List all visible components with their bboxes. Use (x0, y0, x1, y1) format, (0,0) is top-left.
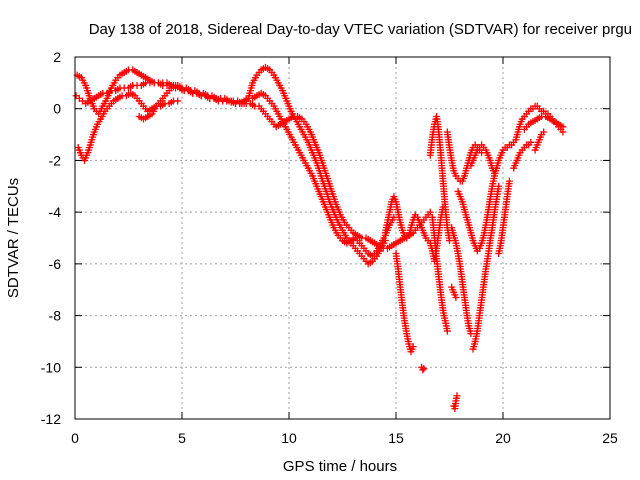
data-point (426, 208, 434, 216)
data-point (453, 392, 461, 400)
data-point (439, 203, 447, 211)
data-point (467, 330, 475, 338)
x-tick-label: 5 (178, 430, 186, 446)
y-axis-label: SDTVAR / TECUs (5, 178, 22, 298)
y-tick-label: -2 (49, 152, 62, 168)
y-tick-label: -10 (41, 359, 61, 375)
data-points (72, 63, 567, 413)
data-point (540, 128, 548, 136)
data-point (505, 177, 513, 185)
y-tick-label: -12 (41, 411, 61, 427)
x-axis-label: GPS time / hours (283, 458, 397, 475)
data-point (420, 365, 428, 373)
data-point (381, 237, 389, 245)
data-point (495, 182, 503, 190)
chart-title: Day 138 of 2018, Sidereal Day-to-day VTE… (89, 21, 632, 38)
data-point (443, 327, 451, 335)
y-tick-label: 0 (53, 101, 61, 117)
x-tick-label: 0 (71, 430, 79, 446)
x-tick-label: 15 (388, 430, 404, 446)
data-point (527, 138, 535, 146)
y-tick-label: -6 (49, 256, 62, 272)
data-point (419, 366, 427, 374)
y-tick-label: 2 (53, 49, 61, 65)
data-point (452, 293, 460, 301)
data-point (409, 343, 417, 351)
x-tick-label: 25 (602, 430, 618, 446)
y-tick-label: -4 (49, 204, 62, 220)
data-point (559, 123, 567, 131)
x-tick-label: 20 (495, 430, 511, 446)
x-tick-label: 10 (281, 430, 297, 446)
plot-frame (74, 56, 611, 420)
y-tick-label: -8 (49, 308, 62, 324)
data-point (174, 97, 182, 105)
